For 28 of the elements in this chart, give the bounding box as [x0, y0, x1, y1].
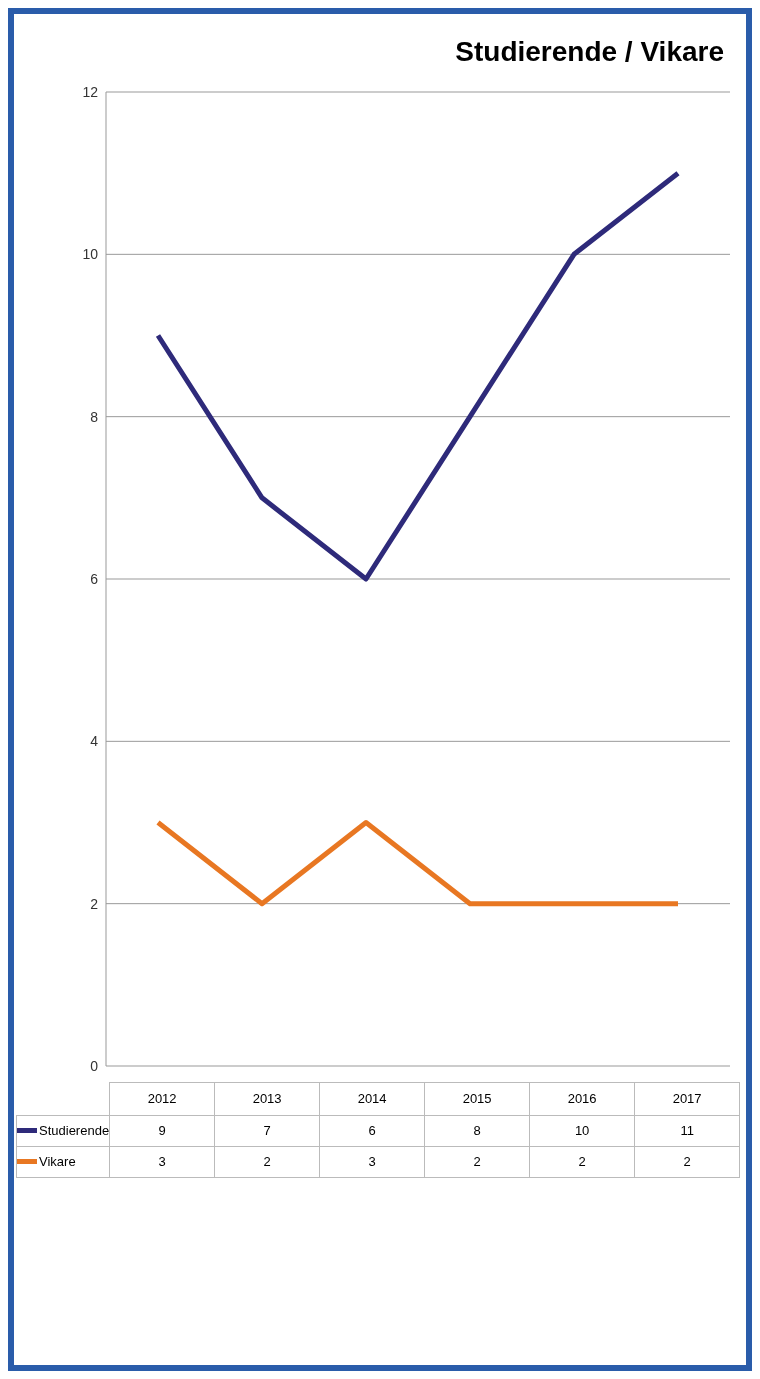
- y-tick-label: 6: [90, 570, 99, 587]
- data-label: 8: [424, 1115, 530, 1146]
- legend-label: Studierende: [38, 1123, 110, 1138]
- chart-title: Studierende / Vikare: [454, 35, 725, 69]
- x-tick-label: 2017: [634, 1082, 740, 1115]
- y-tick-label: 2: [90, 895, 99, 912]
- data-label: 6: [319, 1115, 425, 1146]
- data-label: 10: [529, 1115, 635, 1146]
- x-tick-label: 2013: [214, 1082, 320, 1115]
- legend-label: Vikare: [38, 1154, 77, 1169]
- x-tick-label: 2015: [424, 1082, 530, 1115]
- x-tick-label: 2014: [319, 1082, 425, 1115]
- y-tick-label: 8: [90, 408, 99, 425]
- data-label: 2: [634, 1146, 740, 1177]
- data-label: 3: [109, 1146, 215, 1177]
- data-label: 7: [214, 1115, 320, 1146]
- y-tick-label: 0: [90, 1057, 99, 1074]
- data-label: 3: [319, 1146, 425, 1177]
- x-tick-label: 2012: [109, 1082, 215, 1115]
- data-label: 2: [529, 1146, 635, 1177]
- y-tick-label: 4: [90, 733, 99, 750]
- x-tick-label: 2016: [529, 1082, 635, 1115]
- y-tick-label: 12: [82, 83, 99, 100]
- data-label: 2: [424, 1146, 530, 1177]
- y-tick-label: 10: [82, 246, 99, 263]
- data-label: 11: [634, 1115, 740, 1146]
- data-label: 2: [214, 1146, 320, 1177]
- data-label: 9: [109, 1115, 215, 1146]
